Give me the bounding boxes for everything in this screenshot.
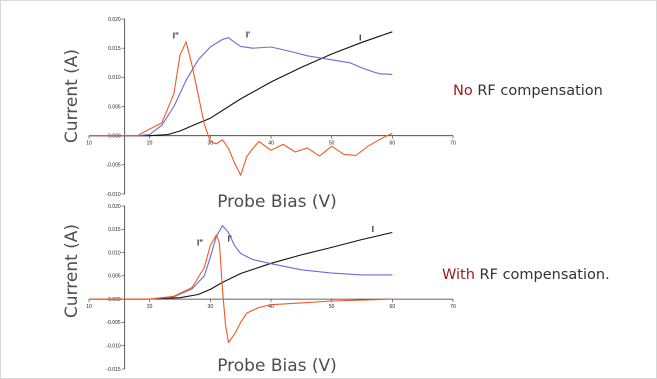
curve-label: I' — [246, 31, 250, 40]
y-tick-label: 0.015 — [108, 46, 121, 52]
y-axis-title: Current (A) — [62, 49, 82, 143]
y-tick-label: 0.010 — [108, 250, 121, 256]
series-line-1 — [89, 225, 393, 300]
curve-label: I' — [228, 234, 232, 243]
caption-top: No RF compensation — [453, 83, 603, 99]
caption-top-accent: No — [453, 83, 473, 99]
x-tick-label: 50 — [329, 304, 335, 310]
caption-top-rest: RF compensation — [472, 83, 603, 99]
series-line-0 — [89, 31, 393, 137]
y-tick-label: 0.000 — [108, 133, 121, 139]
x-tick-label: 10 — [86, 304, 92, 310]
caption-bottom: With RF compensation. — [442, 267, 610, 283]
y-tick-label: 0.005 — [108, 274, 121, 280]
y-tick-label: -0.010 — [106, 192, 120, 198]
x-axis-title: Probe Bias (V) — [217, 356, 337, 376]
x-tick-label: 20 — [147, 304, 153, 310]
curve-label: I" — [197, 239, 203, 248]
x-tick-label: 30 — [208, 304, 214, 310]
y-tick-label: -0.010 — [106, 344, 120, 350]
caption-bottom-accent: With — [442, 267, 475, 283]
chart-panel-0: 0.020 0.015 0.010 0.005 0.000 -0.005 -0.010 10 2… — [62, 17, 456, 212]
caption-bottom-rest: RF compensation. — [474, 267, 610, 283]
y-tick-label: 0.000 — [108, 297, 121, 303]
y-tick-label: 0.010 — [108, 75, 121, 81]
y-tick-label: 0.015 — [108, 227, 121, 233]
y-tick-label: -0.005 — [106, 320, 120, 326]
y-tick-label: 0.020 — [108, 17, 121, 23]
x-tick-label: 10 — [86, 141, 92, 147]
x-tick-label: 70 — [450, 141, 456, 147]
x-tick-label: 50 — [329, 141, 335, 147]
y-tick-label: 0.005 — [108, 104, 121, 110]
series-line-2 — [89, 41, 393, 176]
x-axis-title: Probe Bias (V) — [217, 192, 337, 212]
y-tick-label: 0.020 — [108, 204, 121, 210]
x-tick-label: 60 — [390, 141, 396, 147]
chart-panel-1: 0.020 0.015 0.010 0.005 0.000 -0.005 -0.010 -0.… — [62, 204, 456, 376]
x-tick-label: 40 — [268, 141, 274, 147]
y-tick-label: -0.015 — [106, 367, 120, 373]
series-line-0 — [89, 231, 393, 300]
series-line-1 — [89, 37, 393, 137]
x-tick-label: 60 — [390, 304, 396, 310]
curve-label: I — [359, 34, 361, 43]
x-tick-label: 30 — [208, 141, 214, 147]
x-tick-label: 70 — [450, 304, 456, 310]
x-tick-label: 20 — [147, 141, 153, 147]
curve-label: I — [372, 225, 374, 234]
curve-label: I" — [173, 31, 179, 40]
series-line-2 — [89, 234, 393, 344]
y-axis-title: Current (A) — [62, 224, 82, 318]
y-tick-label: -0.005 — [106, 163, 120, 169]
x-tick-label: 40 — [268, 304, 274, 310]
